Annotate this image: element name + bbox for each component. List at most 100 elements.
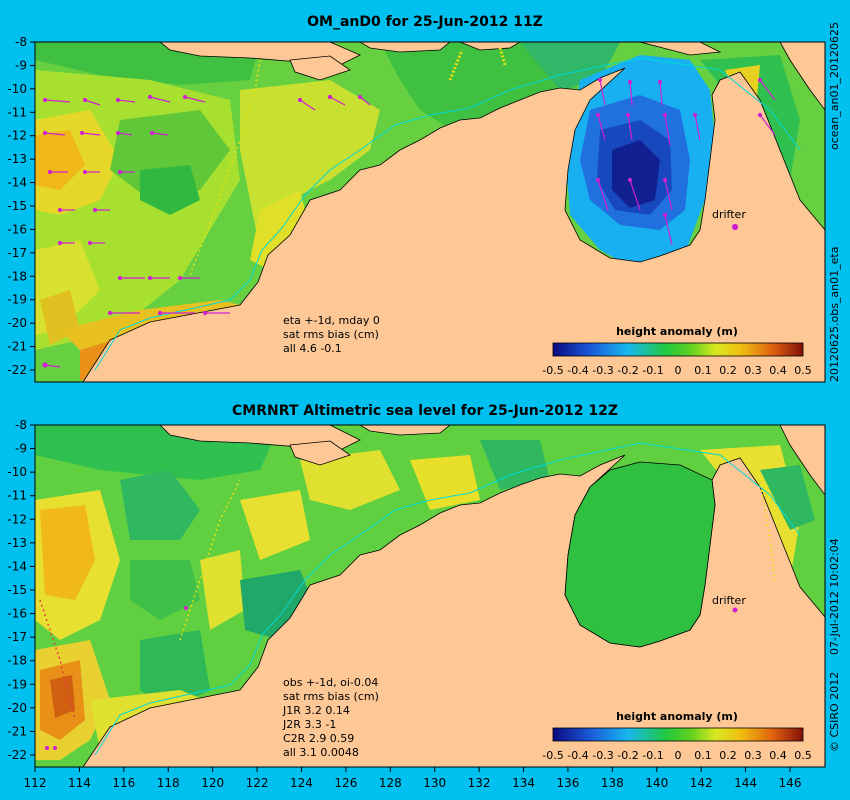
y-tick-label: -12	[7, 512, 27, 526]
panel2-colorbar-title: height anomaly (m)	[616, 710, 738, 723]
y-tick-label: -13	[7, 152, 27, 166]
panel1-overlays	[42, 47, 801, 371]
panel1-drifter-marker	[731, 223, 739, 231]
panel2-stats-block: obs +-1d, oi-0.04 sat rms bias (cm) J1R …	[282, 676, 379, 759]
y-tick-label: -21	[7, 724, 27, 738]
panel2-gulf-anomaly	[564, 461, 716, 648]
x-tick-label: 146	[779, 776, 802, 790]
colorbar-tick-label: -0.4	[567, 364, 588, 377]
y-tick-label: -22	[7, 748, 27, 762]
panel2-stat-line: C2R 2.9 0.59	[283, 732, 354, 745]
y-tick-label: -16	[7, 222, 27, 236]
x-axis: 112 114 116 118 120 122 124 126 128 130 132 134 136 1…	[24, 767, 802, 790]
y-tick-label: -8	[15, 418, 27, 432]
panel2-track	[94, 442, 801, 756]
y-tick-label: -17	[7, 246, 27, 260]
colorbar-tick-label: -0.1	[642, 749, 663, 762]
y-tick-label: -22	[7, 363, 27, 377]
panel2-land	[82, 425, 825, 767]
x-tick-label: 134	[512, 776, 535, 790]
y-tick-label: -19	[7, 293, 27, 307]
x-tick-label: 144	[734, 776, 757, 790]
y-tick-label: -11	[7, 105, 27, 119]
colorbar-tick-label: 0.4	[769, 364, 787, 377]
x-tick-label: 122	[246, 776, 269, 790]
x-tick-label: 124	[290, 776, 313, 790]
colorbar-tick-label: 0.3	[744, 749, 762, 762]
colorbar-tick-label: -0.5	[542, 749, 563, 762]
y-tick-label: -11	[7, 489, 27, 503]
colorbar-tick-label: -0.4	[567, 749, 588, 762]
panel2-markers	[45, 606, 738, 750]
colorbar-tick-label: 0.1	[694, 749, 712, 762]
panel2-drifter-marker	[732, 607, 738, 613]
x-tick-label: 112	[24, 776, 47, 790]
x-tick-label: 118	[157, 776, 180, 790]
colorbar-tick-label: 0.5	[794, 749, 812, 762]
x-tick-label: 120	[201, 776, 224, 790]
y-tick-label: -21	[7, 340, 27, 354]
colorbar-tick-label: 0.2	[719, 749, 737, 762]
panel2-stat-line: obs +-1d, oi-0.04	[283, 676, 378, 689]
colorbar-tick-label: 0.4	[769, 749, 787, 762]
y-tick-label: -15	[7, 199, 27, 213]
panel2-title: CMRNRT Altimetric sea level for 25-Jun-2…	[232, 403, 618, 419]
colorbar-tick-label: -0.3	[592, 364, 613, 377]
panel1-colorbar: height anomaly (m) -0.5 -0.4 -0.3 -0.2 -0.1 0…	[542, 325, 811, 377]
x-tick-label: 142	[690, 776, 713, 790]
x-tick-label: 130	[423, 776, 446, 790]
panel1-drifter-label: drifter	[712, 208, 746, 221]
y-tick-label: -9	[15, 58, 27, 72]
y-tick-label: -13	[7, 536, 27, 550]
panel1-y-axis: -8 -9 -10 -11 -12 -13 -14 -15 -16 -17 -18 -19 -20 -21…	[7, 35, 35, 377]
panel1-track	[94, 57, 801, 371]
x-tick-label: 138	[601, 776, 624, 790]
y-tick-label: -20	[7, 701, 27, 715]
colorbar-tick-label: 0.3	[744, 364, 762, 377]
panel2-overlays	[39, 442, 801, 756]
y-tick-label: -9	[15, 442, 27, 456]
y-tick-label: -16	[7, 607, 27, 621]
y-tick-label: -14	[7, 176, 27, 190]
colorbar-tick-label: -0.5	[542, 364, 563, 377]
y-tick-label: -12	[7, 129, 27, 143]
x-tick-label: 128	[379, 776, 402, 790]
colorbar-tick-label: 0.5	[794, 364, 812, 377]
colorbar-tick-label: -0.3	[592, 749, 613, 762]
panel2-stat-line: J2R 3.3 -1	[282, 718, 336, 731]
y-tick-label: -20	[7, 316, 27, 330]
panel1-frame	[34, 41, 826, 383]
panel2-y-axis: -8 -9 -10 -11 -12 -13 -14 -15 -16 -17 -18 -19 -20 -21…	[7, 418, 35, 762]
colorbar-tick-label: -0.2	[617, 749, 638, 762]
panel1-stat-line: sat rms bias (cm)	[283, 328, 379, 341]
panel2-frame	[34, 424, 826, 768]
y-tick-label: -18	[7, 654, 27, 668]
panel1-stat-line: all 4.6 -0.1	[283, 342, 342, 355]
panel1-land	[82, 42, 825, 382]
y-tick-label: -18	[7, 269, 27, 283]
colorbar-tick-label: 0.1	[694, 364, 712, 377]
panel1-stat-line: eta +-1d, mday 0	[283, 314, 380, 327]
y-tick-label: -8	[15, 35, 27, 49]
panel1-stats-block: eta +-1d, mday 0 sat rms bias (cm) all 4…	[283, 314, 380, 355]
y-tick-label: -14	[7, 559, 27, 573]
panel1-title: OM_anD0 for 25-Jun-2012 11Z	[307, 14, 543, 30]
colorbar-tick-label: -0.1	[642, 364, 663, 377]
colorbar-tick-label: 0	[675, 749, 682, 762]
panel2-stat-line: J1R 3.2 0.14	[282, 704, 350, 717]
x-tick-label: 116	[112, 776, 135, 790]
x-tick-label: 126	[334, 776, 357, 790]
panel1-current-vectors	[42, 77, 776, 368]
x-tick-label: 140	[645, 776, 668, 790]
panel2-colorbar: height anomaly (m) -0.5 -0.4 -0.3 -0.2 -0.1 0…	[542, 710, 811, 762]
panel1-colorbar-title: height anomaly (m)	[616, 325, 738, 338]
y-tick-label: -19	[7, 677, 27, 691]
panel2-stat-line: all 3.1 0.0048	[283, 746, 359, 759]
x-tick-label: 132	[468, 776, 491, 790]
colorbar-tick-label: 0	[675, 364, 682, 377]
y-tick-label: -10	[7, 465, 27, 479]
x-tick-label: 136	[556, 776, 579, 790]
y-tick-label: -17	[7, 630, 27, 644]
y-tick-label: -15	[7, 583, 27, 597]
